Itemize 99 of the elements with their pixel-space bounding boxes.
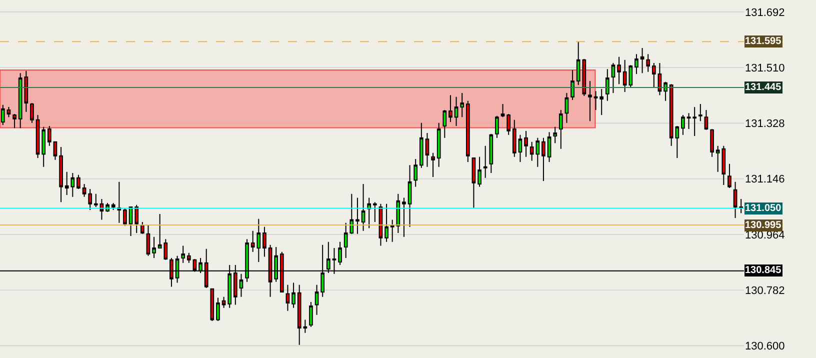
candlestick [686,112,691,130]
candlestick [30,102,34,124]
candlestick [42,126,46,168]
candlestick [286,284,290,312]
candlestick [414,158,418,188]
candlestick [542,137,546,182]
candlestick [570,70,574,100]
candlestick [76,174,80,190]
ref-line-label: 131.445 [745,82,782,93]
candlestick [140,221,144,234]
candlestick [728,163,732,189]
candlestick [94,193,98,208]
candlestick [553,126,558,144]
y-tick-label: 130.782 [745,284,785,297]
candlestick [181,245,186,264]
candlestick [483,145,488,178]
candlestick [292,282,296,308]
candlestick [698,103,702,122]
candlestick [123,208,127,226]
candlestick [146,224,150,256]
candlestick [309,302,313,328]
candlestick [454,96,458,126]
candlestick [658,62,662,96]
candlestick [47,125,52,146]
ref-line-label: 130.845 [745,265,782,276]
ref-line-label: 131.050 [745,203,782,214]
candlestick [495,115,499,138]
candlestick [489,133,494,174]
candlestick [472,158,476,208]
candlestick [338,241,342,266]
candlestick [640,48,644,74]
candlestick [733,181,738,218]
candlestick [128,206,133,237]
ref-line-label: 130.995 [745,220,782,231]
candlestick [448,94,452,122]
candlestick [692,106,697,137]
candlestick [518,134,522,163]
y-tick-label: 131.692 [745,6,785,19]
ref-line-label: 131.595 [745,36,782,47]
candlestick [36,114,40,159]
candlestick [611,62,616,94]
candlestick [152,236,156,259]
candlestick [558,110,563,150]
candlestick [356,197,360,234]
candlestick [436,122,441,168]
candlestick [372,202,377,222]
candlestick [442,110,447,138]
candlestick [111,202,116,211]
candlestick [100,198,104,220]
candlestick [512,119,516,158]
candlestick [361,184,366,232]
candlestick [6,106,11,118]
candlestick [314,284,319,316]
candlestick [594,90,598,111]
candlestick [239,273,244,298]
candlestick [384,203,388,242]
candlestick [460,92,464,118]
candlestick [652,62,656,89]
candlestick [704,110,708,130]
candlestick [88,188,92,211]
y-tick-label: 131.146 [745,174,785,186]
candlestick [210,288,214,322]
candlestick [681,114,685,136]
candlestick [564,92,569,124]
candlestick [500,103,505,118]
candlestick [431,152,435,178]
candlestick [664,81,668,102]
candlestick [600,88,604,116]
candlestick [547,132,552,163]
candlestick [262,226,266,258]
candlestick [506,114,511,136]
candlestick [222,296,226,308]
candlestick [634,54,638,74]
candlestick [739,198,744,214]
candlestick [710,128,714,158]
candlestick [59,146,63,203]
y-tick-label: 131.328 [745,118,785,130]
candlestick [402,197,406,238]
candlestick [646,54,650,72]
candlestick [216,297,220,322]
candlestick [134,204,139,234]
candlestick [82,184,86,198]
candlestick [117,181,122,224]
candlestick [408,164,412,228]
candlestick [466,100,470,163]
candlestick [53,141,58,160]
candlestick [425,132,430,168]
candlestick [605,68,610,102]
candlestick [419,122,424,168]
candlestick [478,156,482,188]
candlestick [186,252,191,264]
y-tick-label: 130.600 [745,340,785,353]
candlestick [367,197,372,229]
candlestick [524,130,528,158]
candlestick [12,114,16,129]
y-tick-label: 131.510 [745,62,785,74]
candlestick [588,80,592,122]
candlestick [0,104,5,126]
candlestick [617,56,621,85]
